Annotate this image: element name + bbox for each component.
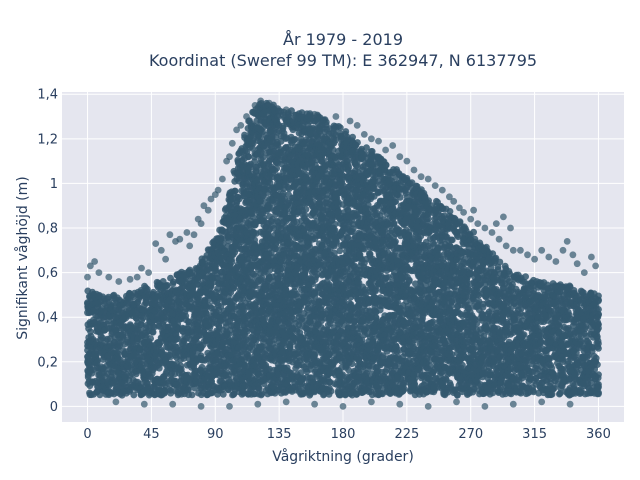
data-point	[119, 331, 127, 339]
data-point	[326, 384, 333, 392]
data-point	[163, 282, 170, 290]
data-point	[144, 285, 151, 293]
data-point	[245, 153, 252, 161]
data-point	[93, 358, 101, 366]
data-point	[147, 335, 155, 342]
data-point	[322, 118, 330, 126]
data-point	[149, 322, 157, 330]
data-point	[202, 309, 210, 317]
data-point	[176, 366, 184, 374]
data-point	[114, 350, 122, 357]
data-point	[257, 148, 265, 156]
data-point	[188, 391, 196, 399]
data-point	[166, 351, 174, 359]
data-point	[149, 328, 157, 336]
data-point	[138, 312, 146, 320]
data-point	[291, 136, 299, 143]
data-point	[231, 187, 239, 195]
data-point	[160, 387, 168, 394]
data-points	[84, 97, 602, 410]
data-point	[130, 391, 138, 399]
data-point	[155, 364, 163, 372]
data-point	[207, 283, 215, 290]
data-point	[170, 278, 177, 286]
data-point	[155, 301, 163, 309]
data-point	[219, 390, 227, 398]
data-point	[302, 205, 310, 213]
data-point	[230, 285, 237, 292]
data-point	[142, 299, 150, 307]
data-point	[185, 322, 193, 329]
data-point	[137, 321, 145, 328]
data-point	[174, 335, 182, 343]
